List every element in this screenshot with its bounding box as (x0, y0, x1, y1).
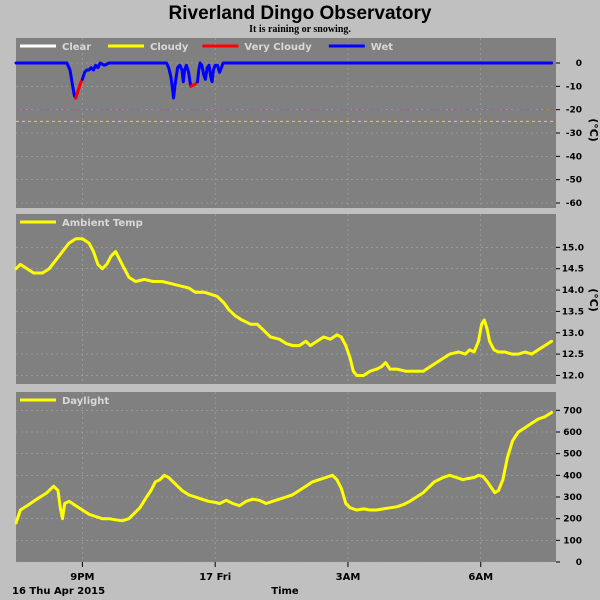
series-line-wet (80, 61, 193, 100)
series-line-daylight (14, 411, 554, 525)
y-tick-label: -60 (566, 199, 582, 209)
y-tick-label: 12.0 (562, 371, 584, 381)
legend-label: Cloudy (150, 42, 189, 53)
y-tick-label: 13.5 (562, 307, 584, 317)
series-line-wet (14, 61, 78, 100)
series-line-ambient-temp (14, 237, 554, 377)
y-unit-label: (°C) (587, 118, 600, 142)
y-tick-label: -30 (566, 129, 582, 139)
legend-label: Ambient Temp (62, 218, 143, 229)
legend-label: Clear (62, 42, 91, 53)
daylight-panel: 0 100 200 300 400 500 600 700 Daylight (14, 392, 582, 568)
y-tick-label: 13.0 (562, 329, 584, 339)
y-tick-label: -10 (566, 82, 582, 92)
y-tick-label: 14.0 (562, 286, 584, 296)
legend-label: Wet (371, 42, 393, 53)
plot-area (16, 392, 556, 562)
y-tick-label: 14.5 (562, 265, 584, 275)
y-tick-label: 600 (563, 428, 582, 438)
sky-condition-panel: 0 -10 -20 -30 -40 -50 -60 Clear Cloudy Very Cloud… (14, 38, 600, 209)
ambient-temp-panel: 12.0 12.5 13.0 13.5 14.0 14.5 15.0 Ambient Temp… (14, 214, 600, 384)
time-axis: 9PM 17 Fri 3AM 6AM (70, 562, 493, 583)
y-tick-label: 700 (563, 406, 582, 416)
y-unit-label: (°C) (587, 288, 600, 312)
y-tick-label: 300 (563, 493, 582, 503)
legend-label: Very Cloudy (244, 42, 312, 53)
page-subtitle: It is raining or snowing. (249, 24, 351, 35)
y-tick-label: 0 (576, 59, 582, 69)
y-tick-label: 100 (563, 536, 582, 546)
page-title: Riverland Dingo Observatory (169, 3, 432, 24)
y-tick-label: -40 (566, 152, 582, 162)
y-tick-label: -50 (566, 176, 582, 186)
date-label: 16 Thu Apr 2015 (12, 586, 105, 597)
plot-area (16, 214, 556, 384)
y-tick-label: 15.0 (562, 243, 584, 253)
legend-label: Daylight (62, 396, 109, 407)
y-tick-label: -20 (566, 106, 582, 116)
y-tick-label: 400 (563, 471, 582, 481)
y-tick-label: 200 (563, 515, 582, 525)
x-tick-label: 6AM (468, 572, 493, 583)
x-tick-label: 9PM (70, 572, 94, 583)
series-line-wet (196, 61, 554, 84)
x-tick-label: 3AM (336, 572, 361, 583)
y-tick-label: 500 (563, 450, 582, 460)
y-tick-label: 0 (576, 558, 582, 568)
x-tick-label: 17 Fri (199, 572, 231, 583)
time-axis-label: Time (271, 586, 299, 597)
series-line-very-cloudy (74, 77, 84, 100)
y-tick-label: 12.5 (562, 350, 584, 360)
